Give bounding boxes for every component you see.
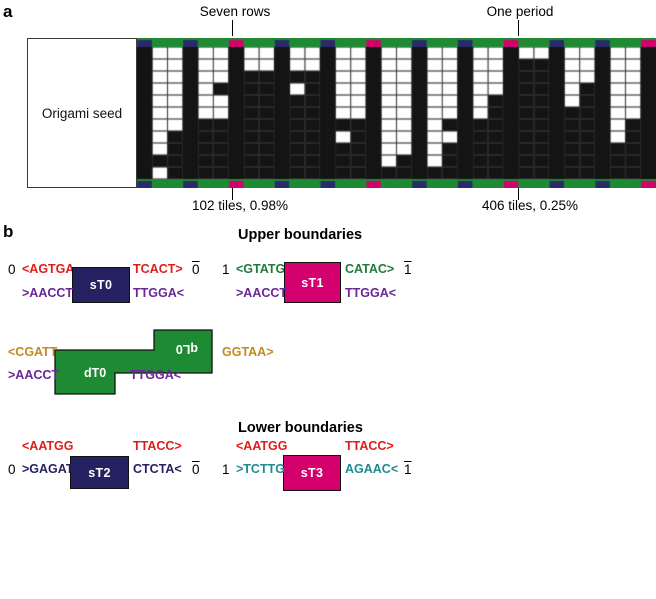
svg-text:dT0: dT0 [84, 366, 106, 380]
svg-text:qL0: qL0 [176, 342, 198, 356]
